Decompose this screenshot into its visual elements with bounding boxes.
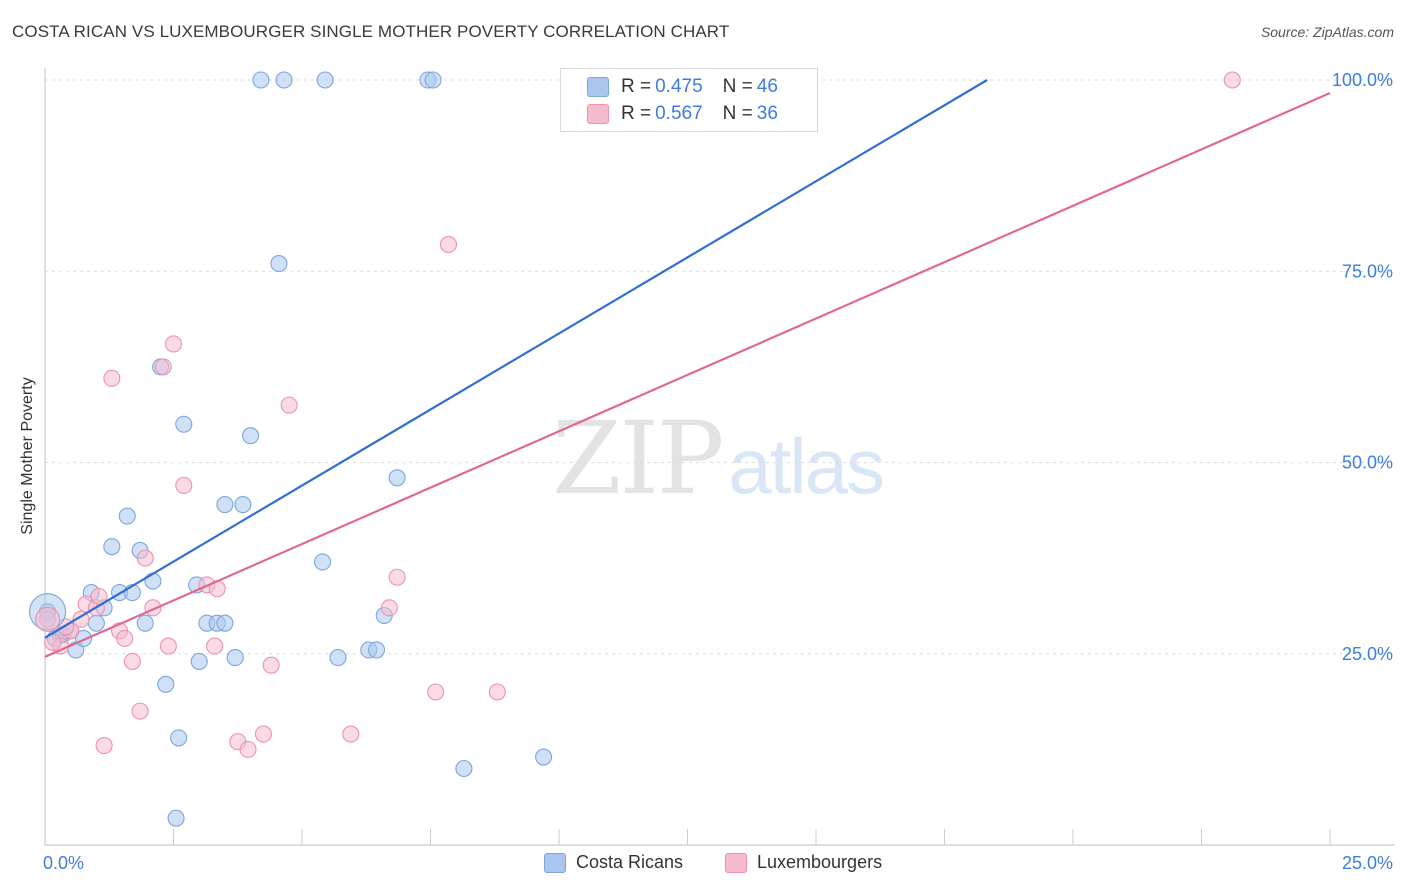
x-tick-label: 25.0%	[1342, 853, 1393, 873]
luxembourger-point	[427, 683, 445, 701]
y-tick-label: 75.0%	[1342, 261, 1393, 281]
legend-row-costa-ricans: R = 0.475 N = 46	[587, 75, 782, 99]
watermark: ZIPatlas	[552, 400, 885, 517]
luxembourger-point	[380, 599, 398, 617]
costa-rican-point	[87, 614, 105, 632]
costa-rican-point	[455, 759, 473, 778]
costa-rican-point	[170, 729, 188, 747]
n-value: 36	[756, 103, 778, 124]
watermark-zip: ZIP	[552, 400, 724, 517]
costa-rican-point	[226, 649, 244, 667]
costa-rican-point	[167, 809, 185, 827]
luxembourger-point	[72, 610, 90, 628]
trendline-costa-ricans	[44, 79, 988, 639]
luxembourger-point	[154, 358, 172, 376]
r-value: 0.567	[655, 103, 703, 124]
costa-rican-point	[388, 469, 406, 487]
luxembourger-point	[35, 606, 61, 632]
costa-rican-point	[144, 572, 162, 590]
costa-rican-point	[103, 538, 121, 556]
costa-rican-point	[242, 427, 260, 445]
luxembourger-point	[488, 683, 506, 701]
costa-rican-point	[314, 553, 332, 571]
n-label: N =	[722, 76, 753, 97]
y-tick-label: 25.0%	[1342, 644, 1393, 664]
trendline-luxembourgers	[44, 91, 1331, 658]
luxembourger-point	[131, 702, 149, 720]
costa-rican-point	[175, 415, 193, 433]
luxembourger-point	[239, 740, 257, 758]
luxembourger-point	[388, 568, 406, 586]
series-legend: Costa Ricans Luxembourgers	[0, 852, 1406, 876]
luxembourger-point	[175, 476, 193, 495]
legend-swatch-blue	[544, 852, 566, 873]
costa-rican-point	[136, 614, 154, 632]
luxembourger-point	[116, 629, 134, 648]
costa-rican-point	[329, 649, 347, 667]
costa-rican-point	[535, 748, 553, 766]
legend-item-luxembourgers[interactable]: Luxembourgers	[725, 852, 882, 873]
costa-rican-point	[190, 652, 208, 670]
y-tick-label: 100.0%	[1332, 70, 1393, 90]
costa-rican-point	[118, 507, 136, 525]
costa-rican-point	[234, 496, 252, 514]
luxembourger-point	[103, 369, 121, 387]
x-tick-label: 0.0%	[43, 853, 84, 873]
watermark-atlas: atlas	[728, 422, 885, 510]
legend-swatch-pink	[725, 852, 747, 873]
source-label: Source: ZipAtlas.com	[1260, 24, 1394, 40]
costa-rican-point	[270, 255, 288, 273]
costa-rican-point	[252, 71, 270, 89]
costa-rican-point	[216, 614, 234, 632]
costa-rican-point	[157, 675, 175, 693]
legend-item-costa-ricans[interactable]: Costa Ricans	[544, 852, 683, 873]
chart-title: COSTA RICAN VS LUXEMBOURGER SINGLE MOTHE…	[12, 22, 730, 41]
luxembourger-point	[164, 335, 183, 353]
costa-rican-point	[367, 641, 386, 659]
r-label: R =	[621, 76, 652, 97]
legend-label: Costa Ricans	[576, 852, 684, 872]
legend-label: Luxembourgers	[757, 852, 883, 872]
luxembourger-point	[90, 587, 108, 605]
legend-swatch-blue	[587, 77, 609, 97]
luxembourger-point	[136, 549, 154, 567]
luxembourger-point	[123, 652, 141, 670]
luxembourger-point	[95, 736, 113, 755]
costa-rican-point	[216, 496, 234, 514]
costa-rican-point	[424, 71, 442, 89]
costa-rican-point	[275, 71, 293, 89]
luxembourger-point	[262, 656, 280, 674]
correlation-legend: R = 0.475 N = 46 R = 0.567 N = 36	[560, 68, 818, 132]
y-tick-label: 50.0%	[1342, 453, 1393, 473]
r-label: R =	[621, 103, 652, 124]
n-label: N =	[722, 103, 753, 124]
luxembourger-point	[206, 637, 224, 655]
legend-swatch-pink	[587, 104, 609, 124]
n-value: 46	[756, 76, 778, 97]
luxembourger-point	[342, 725, 360, 743]
luxembourger-point	[1223, 71, 1241, 89]
legend-row-luxembourgers: R = 0.567 N = 36	[587, 102, 782, 126]
luxembourger-point	[159, 637, 177, 655]
luxembourger-point	[439, 235, 458, 254]
r-value: 0.475	[655, 76, 703, 97]
luxembourger-point	[280, 396, 298, 414]
luxembourger-point	[254, 725, 273, 743]
costa-rican-point	[316, 71, 334, 89]
